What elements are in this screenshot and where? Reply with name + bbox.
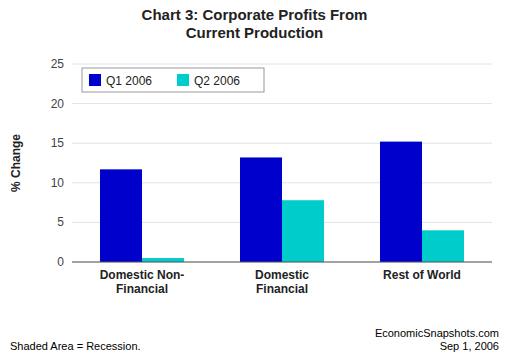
y-tick-label: 20 (51, 97, 65, 111)
grid-line (72, 103, 492, 104)
title: Chart 3: Corporate Profits FromCurrent P… (142, 6, 368, 41)
text-line: EconomicSnapshots.com (375, 327, 499, 339)
text-line: Financial (256, 282, 308, 296)
y-tick-label: 10 (51, 176, 65, 190)
bar (100, 169, 142, 262)
text-line: Chart 3: Corporate Profits From (142, 6, 368, 23)
y-tick-label: 25 (51, 57, 65, 71)
legend-label: Q2 2006 (194, 74, 240, 88)
text-line: Shaded Area = Recession. (10, 340, 141, 352)
grid-line (72, 143, 492, 144)
chart: Chart 3: Corporate Profits FromCurrent P… (0, 0, 509, 360)
text-line: Domestic (255, 268, 309, 282)
text-line: Financial (116, 282, 168, 296)
text-line: Current Production (186, 24, 324, 41)
text-line: Domestic Non- (100, 268, 185, 282)
grid-line (72, 262, 492, 263)
y-tick-label: 5 (57, 215, 64, 229)
text-line: Sep 1, 2006 (440, 340, 499, 352)
legend-frame (82, 68, 264, 92)
x-axis-line (72, 262, 492, 263)
legend: Q1 2006 Q2 2006 (82, 68, 264, 92)
legend-swatch (177, 74, 189, 86)
bar (380, 142, 422, 262)
x-tick-label: Domestic Non-Financial (100, 268, 185, 296)
bars (100, 142, 464, 262)
footnote: Shaded Area = Recession. (10, 340, 141, 352)
grid-line (72, 64, 492, 65)
y-axis-label: % Change (9, 134, 23, 192)
bar (282, 200, 324, 262)
x-tick-label: Rest of World (383, 268, 461, 282)
y-tick-label: 0 (57, 255, 64, 269)
bar (240, 157, 282, 262)
footnote: EconomicSnapshots.comSep 1, 2006 (375, 327, 499, 352)
text-line: Rest of World (383, 268, 461, 282)
legend-swatch (89, 74, 101, 86)
bar (142, 258, 184, 262)
x-tick-label: DomesticFinancial (255, 268, 309, 296)
legend-label: Q1 2006 (106, 74, 152, 88)
y-tick-label: 15 (51, 136, 65, 150)
bar (422, 230, 464, 262)
